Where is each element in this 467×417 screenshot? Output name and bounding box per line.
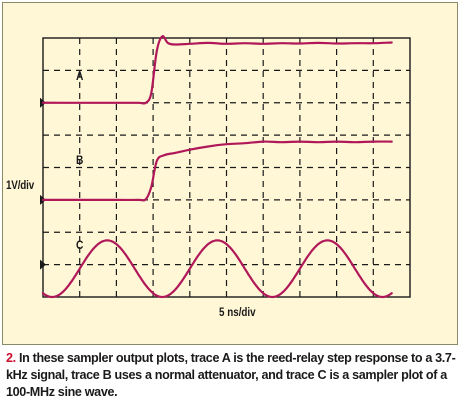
scope-plot — [40, 35, 411, 299]
plot-panel — [2, 2, 458, 345]
trace-label-c: C — [76, 238, 84, 252]
reference-marker-c — [40, 259, 46, 270]
grid — [42, 37, 411, 298]
traces — [41, 35, 393, 299]
trace-c — [41, 239, 393, 299]
trace-a — [41, 35, 393, 105]
caption-number: 2. — [6, 351, 16, 365]
trace-label-a: A — [76, 69, 84, 83]
y-axis-label: 1V/div — [6, 178, 35, 192]
figure-caption: 2. In these sampler output plots, trace … — [6, 350, 461, 401]
caption-text: In these sampler output plots, trace A i… — [6, 351, 456, 399]
x-axis-label: 5 ns/div — [219, 305, 256, 319]
trace-label-b: B — [76, 153, 84, 167]
trace-b — [41, 140, 393, 202]
